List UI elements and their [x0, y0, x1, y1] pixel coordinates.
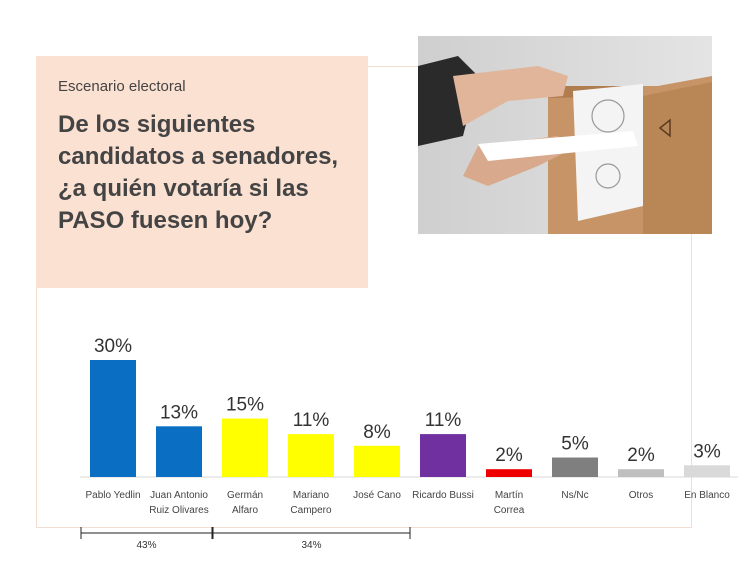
bar-2	[222, 418, 268, 477]
value-label-8: 2%	[627, 445, 655, 466]
category-label-5: Ricardo Bussi	[412, 490, 474, 501]
value-label-5: 11%	[425, 410, 462, 431]
bar-1	[156, 426, 202, 477]
bar-4	[354, 445, 400, 477]
bar-8	[618, 469, 664, 477]
category-label-0: Pablo Yedlin	[85, 490, 140, 501]
bar-5	[420, 434, 466, 477]
kicker-text: Escenario electoral	[58, 78, 186, 95]
group-total-label-1: 34%	[301, 540, 321, 551]
title-panel: Escenario electoral De los siguientes ca…	[36, 56, 368, 288]
value-label-6: 2%	[495, 445, 523, 466]
bar-3	[288, 434, 334, 477]
category-label-1: Juan Antonio	[150, 490, 208, 501]
category-label-1: Ruiz Olivares	[149, 505, 208, 516]
ballot-box-illustration	[418, 36, 712, 234]
category-label-9: En Blanco	[684, 490, 730, 501]
value-label-7: 5%	[561, 434, 589, 455]
category-label-7: Ns/Nc	[561, 490, 588, 501]
bar-6	[486, 469, 532, 477]
category-label-2: Alfaro	[232, 505, 259, 516]
category-label-6: Correa	[494, 505, 525, 516]
group-total-label-0: 43%	[136, 540, 156, 551]
bar-9	[684, 465, 730, 477]
category-label-4: José Cano	[353, 490, 401, 501]
headline: De los siguientes candidatos a senadores…	[58, 111, 339, 234]
value-label-4: 8%	[363, 422, 391, 443]
ballot-box-photo	[418, 36, 712, 234]
value-label-3: 11%	[293, 410, 330, 431]
category-label-3: Campero	[290, 505, 332, 516]
category-label-3: Mariano	[293, 490, 330, 501]
value-label-1: 13%	[160, 402, 198, 423]
value-label-0: 30%	[94, 336, 132, 357]
category-label-2: Germán	[227, 490, 263, 501]
value-label-2: 15%	[226, 395, 264, 416]
bar-0	[90, 360, 136, 477]
category-label-8: Otros	[629, 490, 653, 501]
value-label-9: 3%	[693, 441, 721, 462]
category-label-6: Martín	[495, 490, 523, 501]
bar-7	[552, 457, 598, 477]
